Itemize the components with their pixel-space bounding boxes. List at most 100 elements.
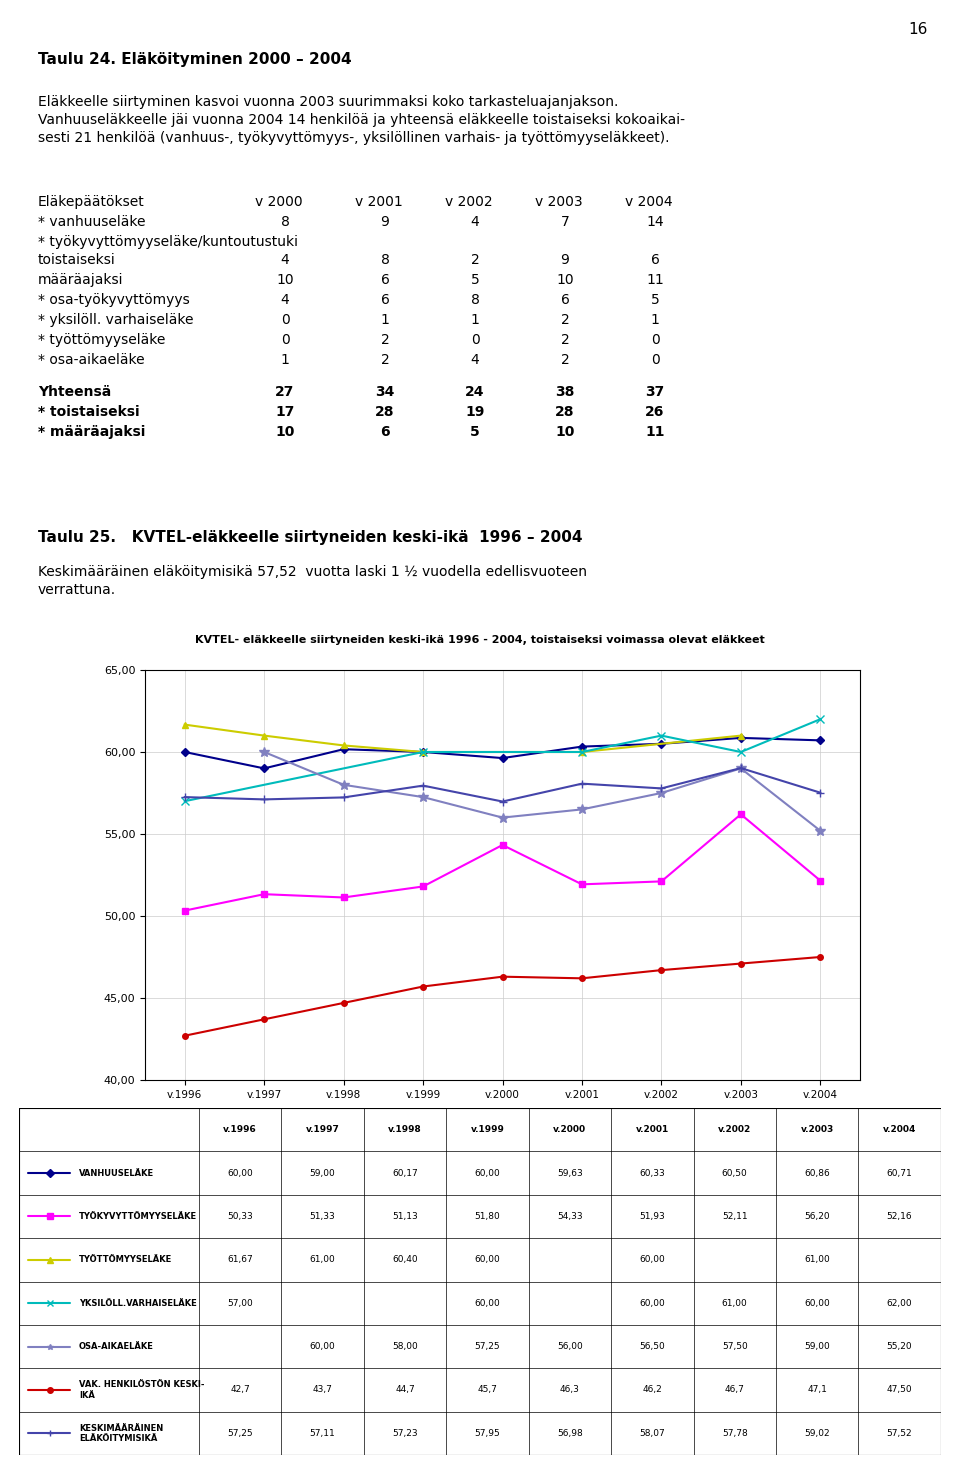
Text: 6: 6	[561, 293, 569, 307]
Text: v.2000: v.2000	[553, 1125, 587, 1134]
Text: TYÖKYVYTTÖMYYSELÄKE: TYÖKYVYTTÖMYYSELÄKE	[79, 1212, 197, 1221]
Text: 19: 19	[466, 405, 485, 420]
Text: 54,33: 54,33	[557, 1212, 583, 1221]
Text: v 2004: v 2004	[625, 195, 673, 208]
Text: 0: 0	[651, 333, 660, 348]
Text: * työkyvyttömyyseläke/kuntoutustuki: * työkyvyttömyyseläke/kuntoutustuki	[38, 235, 298, 249]
Text: 0: 0	[280, 333, 289, 348]
Text: Vanhuuseläkkeelle jäi vuonna 2004 14 henkilöä ja yhteensä eläkkeelle toistaiseks: Vanhuuseläkkeelle jäi vuonna 2004 14 hen…	[38, 113, 685, 128]
Text: * työttömyyseläke: * työttömyyseläke	[38, 333, 165, 348]
Text: 56,50: 56,50	[639, 1342, 665, 1351]
Text: v.1998: v.1998	[388, 1125, 421, 1134]
Text: v 2002: v 2002	[445, 195, 492, 208]
Text: 27: 27	[276, 384, 295, 399]
Text: 6: 6	[380, 273, 390, 288]
Text: v.2004: v.2004	[883, 1125, 916, 1134]
Text: 4: 4	[280, 252, 289, 267]
Text: 51,13: 51,13	[392, 1212, 418, 1221]
Text: 57,25: 57,25	[474, 1342, 500, 1351]
Text: 51,93: 51,93	[639, 1212, 665, 1221]
Text: 56,20: 56,20	[804, 1212, 830, 1221]
Text: 45,7: 45,7	[477, 1385, 497, 1395]
Text: 6: 6	[651, 252, 660, 267]
Text: 62,00: 62,00	[887, 1298, 912, 1307]
Text: 57,78: 57,78	[722, 1429, 748, 1438]
Text: 2: 2	[561, 354, 569, 367]
Text: verrattuna.: verrattuna.	[38, 582, 116, 597]
Text: VANHUUSELÄKE: VANHUUSELÄKE	[79, 1169, 155, 1178]
Text: 17: 17	[276, 405, 295, 420]
Text: 60,00: 60,00	[228, 1169, 253, 1178]
Text: 42,7: 42,7	[230, 1385, 250, 1395]
Text: 57,00: 57,00	[228, 1298, 253, 1307]
Text: 56,00: 56,00	[557, 1342, 583, 1351]
Text: 9: 9	[561, 252, 569, 267]
Text: 10: 10	[555, 425, 575, 439]
Text: 60,00: 60,00	[639, 1256, 665, 1265]
Text: Eläkkeelle siirtyminen kasvoi vuonna 2003 suurimmaksi koko tarkasteluajanjakson.: Eläkkeelle siirtyminen kasvoi vuonna 200…	[38, 95, 618, 109]
Text: 51,80: 51,80	[474, 1212, 500, 1221]
Text: 46,7: 46,7	[725, 1385, 745, 1395]
Text: 47,50: 47,50	[887, 1385, 912, 1395]
Text: * osa-työkyvyttömyys: * osa-työkyvyttömyys	[38, 293, 190, 307]
Text: 2: 2	[470, 252, 479, 267]
Text: 5: 5	[651, 293, 660, 307]
Text: v 2000: v 2000	[255, 195, 302, 208]
Text: TYÖTTÖMYYSELÄKE: TYÖTTÖMYYSELÄKE	[79, 1256, 173, 1265]
Text: määräajaksi: määräajaksi	[38, 273, 124, 288]
Text: v.2002: v.2002	[718, 1125, 752, 1134]
Text: Taulu 25.   KVTEL-eläkkeelle siirtyneiden keski-ikä  1996 – 2004: Taulu 25. KVTEL-eläkkeelle siirtyneiden …	[38, 530, 583, 546]
Text: 60,33: 60,33	[639, 1169, 665, 1178]
Text: 10: 10	[276, 425, 295, 439]
Text: 60,00: 60,00	[639, 1298, 665, 1307]
Text: 60,71: 60,71	[887, 1169, 912, 1178]
Text: KESKIMÄÄRÄINEN
ELÄKÖITYMISIKÄ: KESKIMÄÄRÄINEN ELÄKÖITYMISIKÄ	[79, 1423, 163, 1444]
Text: 24: 24	[466, 384, 485, 399]
Text: 50,33: 50,33	[228, 1212, 253, 1221]
Text: 4: 4	[470, 216, 479, 229]
Text: 5: 5	[470, 425, 480, 439]
Text: 10: 10	[276, 273, 294, 288]
Text: * yksilöll. varhaiseläke: * yksilöll. varhaiseläke	[38, 312, 194, 327]
Text: Taulu 24. Eläköityminen 2000 – 2004: Taulu 24. Eläköityminen 2000 – 2004	[38, 51, 351, 67]
Text: 0: 0	[651, 354, 660, 367]
Text: 38: 38	[555, 384, 575, 399]
Text: 46,3: 46,3	[560, 1385, 580, 1395]
Text: 57,50: 57,50	[722, 1342, 748, 1351]
Text: 0: 0	[280, 312, 289, 327]
Text: 2: 2	[561, 333, 569, 348]
Text: 6: 6	[380, 425, 390, 439]
Text: 51,33: 51,33	[310, 1212, 335, 1221]
Text: 8: 8	[380, 252, 390, 267]
Text: v.2003: v.2003	[801, 1125, 834, 1134]
Text: v.1997: v.1997	[305, 1125, 340, 1134]
Text: v 2003: v 2003	[535, 195, 583, 208]
Text: * toistaiseksi: * toistaiseksi	[38, 405, 139, 420]
Text: 1: 1	[280, 354, 289, 367]
Text: toistaiseksi: toistaiseksi	[38, 252, 116, 267]
Text: 2: 2	[561, 312, 569, 327]
Text: 10: 10	[556, 273, 574, 288]
Text: 47,1: 47,1	[807, 1385, 828, 1395]
Text: 57,52: 57,52	[887, 1429, 912, 1438]
Text: 56,98: 56,98	[557, 1429, 583, 1438]
Text: 60,86: 60,86	[804, 1169, 830, 1178]
Text: 37: 37	[645, 384, 664, 399]
Text: 58,07: 58,07	[639, 1429, 665, 1438]
Text: 58,00: 58,00	[392, 1342, 418, 1351]
Text: 60,00: 60,00	[474, 1256, 500, 1265]
Text: 4: 4	[470, 354, 479, 367]
Text: 55,20: 55,20	[887, 1342, 912, 1351]
Text: Yhteensä: Yhteensä	[38, 384, 111, 399]
Text: 2: 2	[380, 354, 390, 367]
Text: 1: 1	[380, 312, 390, 327]
Text: v 2001: v 2001	[355, 195, 403, 208]
Text: 5: 5	[470, 273, 479, 288]
Text: 60,50: 60,50	[722, 1169, 748, 1178]
Text: 43,7: 43,7	[313, 1385, 332, 1395]
Text: 6: 6	[380, 293, 390, 307]
Text: 57,23: 57,23	[393, 1429, 418, 1438]
Text: 11: 11	[645, 425, 664, 439]
Text: 61,00: 61,00	[722, 1298, 748, 1307]
Text: 44,7: 44,7	[396, 1385, 415, 1395]
